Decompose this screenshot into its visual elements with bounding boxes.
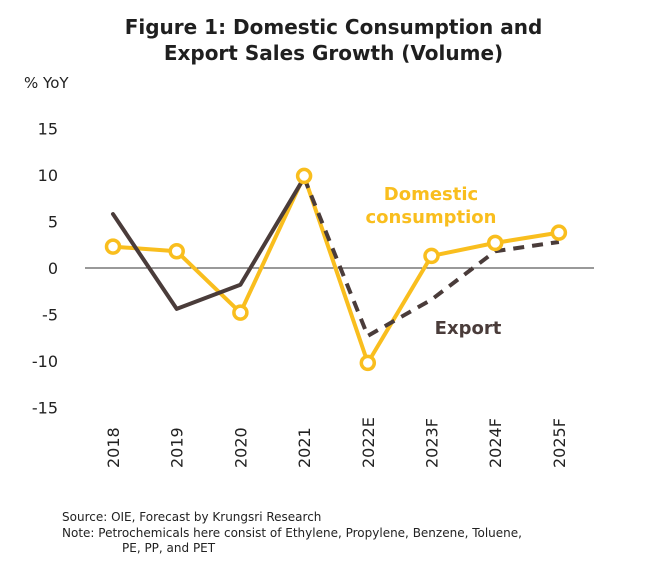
data-point-domestic [423, 247, 440, 265]
source-note: Source: OIE, Forecast by Krungsri Resear… [62, 510, 322, 524]
x-tick-label: 2019 [168, 427, 187, 468]
line-chart: 15 10 5 0 -5 -10 -15 2018 2019 2020 2021 2022E 2023F… [32, 120, 594, 468]
data-point-domestic [550, 224, 568, 241]
data-point-domestic [295, 167, 313, 185]
y-tick-label: 15 [38, 120, 58, 139]
x-tick-label: 2021 [295, 427, 314, 468]
data-point-domestic [104, 238, 122, 255]
y-tick-label: -10 [32, 352, 58, 371]
series-line-export-dashed [302, 177, 560, 338]
y-tick-label: 0 [48, 259, 58, 278]
x-tick-label: 2020 [231, 427, 250, 468]
x-tick-label: 2025F [550, 418, 569, 468]
chart-title-line2: Export Sales Growth (Volume) [163, 41, 504, 65]
chart-title: Figure 1: Domestic Consumption and Expor… [0, 14, 667, 66]
y-tick-label: -15 [32, 399, 58, 418]
y-axis-label: % YoY [24, 74, 69, 92]
data-point-domestic [232, 304, 249, 321]
note-line-1: Note: Petrochemicals here consist of Eth… [62, 526, 522, 540]
chart-title-line1: Figure 1: Domestic Consumption and [124, 15, 543, 39]
series-line-export-solid [111, 175, 307, 311]
x-tick-label: 2018 [104, 427, 123, 468]
series-label-export: Export [435, 318, 502, 339]
x-tick-label: 2022E [359, 417, 378, 468]
y-tick-label: 10 [38, 166, 58, 185]
data-point-domestic [486, 234, 504, 252]
note-line-2: PE, PP, and PET [122, 541, 216, 555]
y-tick-label: -5 [42, 306, 58, 325]
series-line-domestic [111, 173, 561, 365]
x-tick-label: 2023F [423, 418, 442, 468]
data-point-domestic [359, 354, 377, 372]
data-point-domestic [168, 243, 185, 260]
y-tick-label: 5 [48, 213, 58, 232]
x-tick-label: 2024F [486, 418, 505, 468]
series-label-domestic: Domestic consumption [366, 184, 497, 228]
